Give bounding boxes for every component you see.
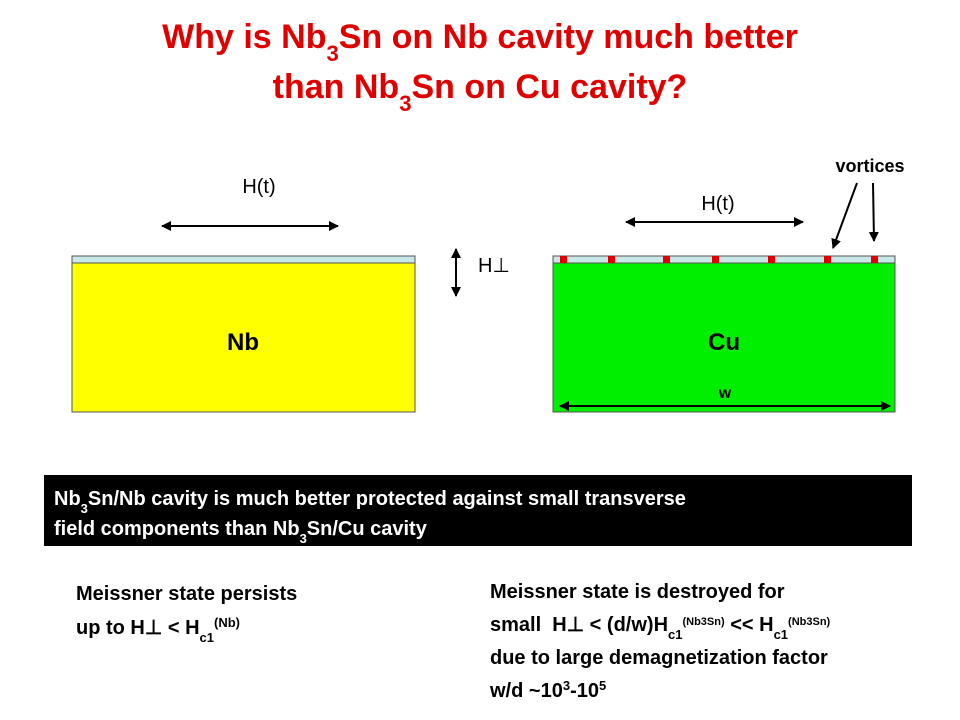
film-layer — [71, 255, 416, 264]
superscript: (Nb3Sn) — [682, 616, 725, 628]
note-line: up to H⊥ < Hc1(Nb) — [76, 615, 240, 645]
text: small H — [490, 614, 567, 636]
vortex-markers — [560, 256, 878, 263]
superscript: (Nb) — [214, 615, 240, 630]
symbol: ⊥ — [567, 614, 584, 636]
subscript: 3 — [326, 41, 338, 66]
note-line: Meissner state persists — [76, 583, 297, 605]
subscript: c1 — [774, 627, 788, 642]
subscript: c1 — [668, 627, 682, 642]
text: Nb — [54, 488, 81, 510]
text: w/d — [489, 680, 529, 702]
vortex-arrow — [831, 182, 858, 249]
title-line: Why is Nb3Sn on Nb cavity much better — [162, 18, 798, 66]
field-label: H(t) — [701, 193, 734, 215]
text: than Nb — [273, 68, 400, 106]
superscript: 5 — [599, 678, 606, 693]
title-line: than Nb3Sn on Cu cavity? — [273, 68, 688, 116]
text: Why is Nb — [162, 18, 326, 56]
block-label: Cu — [708, 329, 740, 356]
film-layer — [552, 255, 896, 264]
subscript: c1 — [200, 630, 214, 645]
text: up to H — [76, 617, 145, 639]
cu-block — [552, 261, 896, 413]
text: << H — [725, 614, 774, 636]
text: Sn/Nb cavity is much better protected ag… — [88, 488, 686, 510]
nb-block — [71, 261, 416, 413]
block-label: Nb — [227, 329, 259, 356]
callout-line: field components than Nb3Sn/Cu cavity — [54, 518, 428, 546]
perp-label: H⊥ — [478, 255, 510, 277]
text: Sn on Nb cavity much better — [339, 18, 798, 56]
text: Sn on Cu cavity? — [412, 68, 688, 106]
note-line: Meissner state is destroyed for — [490, 581, 785, 603]
vortices-label: vortices — [835, 156, 904, 176]
callout-box — [44, 475, 912, 546]
text: < H — [162, 617, 199, 639]
subscript: 3 — [300, 531, 307, 546]
note-line: small H⊥ < (d/w)Hc1(Nb3Sn) << Hc1(Nb3Sn) — [490, 614, 831, 642]
text: field components than Nb — [54, 518, 300, 540]
text: Sn/Cu cavity — [307, 518, 428, 540]
callout-line: Nb3Sn/Nb cavity is much better protected… — [54, 488, 686, 516]
symbol: ⊥ — [145, 617, 162, 639]
subscript: 3 — [81, 501, 88, 516]
symbol: ~ — [529, 680, 541, 702]
superscript: (Nb3Sn) — [788, 616, 831, 628]
width-label: w — [718, 385, 732, 402]
text: < (d/w)H — [584, 614, 668, 636]
vortex-arrow — [868, 182, 879, 242]
note-line: due to large demagnetization factor — [490, 647, 828, 669]
text: -10 — [570, 680, 599, 702]
field-label: H(t) — [242, 176, 275, 198]
text: 10 — [541, 680, 563, 702]
subscript: 3 — [399, 91, 411, 116]
note-line: w/d ~103-105 — [489, 678, 606, 703]
superscript: 3 — [563, 678, 570, 693]
